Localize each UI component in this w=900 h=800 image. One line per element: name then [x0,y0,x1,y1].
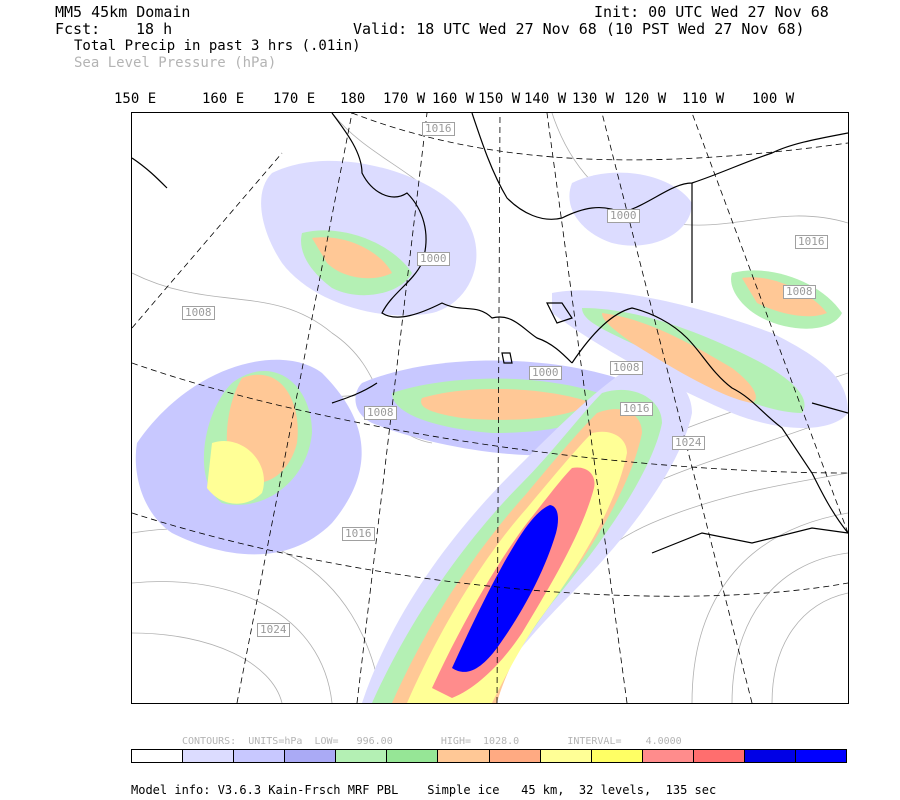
colorbar-swatch [796,750,847,762]
contour-label: 1000 [607,209,640,223]
lon-label-150w: 150 W [478,91,521,107]
contour-label: 1024 [257,623,290,637]
contour-label: 1008 [182,306,215,320]
field-precip-title: Total Precip in past 3 hrs (.01in) [74,38,361,54]
contour-label: 1000 [529,366,562,380]
lon-label-100w: 100 W [752,91,795,107]
contour-label: 1008 [783,285,816,299]
contour-label: 1016 [795,235,828,249]
colorbar-swatch [183,750,235,762]
colorbar-swatch [642,750,694,762]
lon-label-160w: 160 W [432,91,475,107]
contour-label: 1000 [417,252,450,266]
colorbar-swatch [591,750,643,762]
lon-label-140w: 140 W [524,91,567,107]
colorbar-swatch [540,750,592,762]
domain-title: MM5 45km Domain [55,3,191,21]
init-time: Init: 00 UTC Wed 27 Nov 68 [594,3,829,21]
contour-label: 1008 [364,406,397,420]
colorbar-swatch [438,750,490,762]
precip-colorbar [131,749,847,763]
lon-label-130w: 130 W [572,91,615,107]
contour-label: 1016 [620,402,653,416]
colorbar-swatch [132,750,184,762]
colorbar-swatch [489,750,541,762]
colorbar-swatch [693,750,745,762]
colorbar-swatch [387,750,439,762]
precip-map: 1016 1000 1016 1008 1008 1000 1008 1016 … [131,112,849,704]
lon-label-170e: 170 E [273,91,316,107]
precip-shading [135,160,848,703]
lon-label-120w: 120 W [624,91,667,107]
lon-label-170w: 170 W [383,91,426,107]
contour-label: 1008 [610,361,643,375]
model-info: Model info: V3.6.3 Kain-Frsch MRF PBL Si… [131,783,717,797]
colorbar-swatch [285,750,337,762]
valid-time: Valid: 18 UTC Wed 27 Nov 68 (10 PST Wed … [353,20,805,38]
forecast-label: Fcst: [55,20,101,38]
colorbar-swatch [744,750,797,762]
lon-label-110w: 110 W [682,91,725,107]
map-graphic [132,113,848,703]
contours-info: CONTOURS: UNITS=hPa LOW= 996.00 HIGH= 10… [182,736,682,747]
contour-label: 1016 [342,527,375,541]
colorbar-swatch [336,750,388,762]
lon-label-160e: 160 E [202,91,245,107]
lon-label-150e: 150 E [114,91,157,107]
colorbar-swatch [234,750,286,762]
graticule [132,113,848,703]
lon-label-180: 180 [340,91,366,107]
field-slp-title: Sea Level Pressure (hPa) [74,55,277,71]
contour-label: 1016 [422,122,455,136]
forecast-value: 18 h [136,20,173,38]
contour-label: 1024 [672,436,705,450]
